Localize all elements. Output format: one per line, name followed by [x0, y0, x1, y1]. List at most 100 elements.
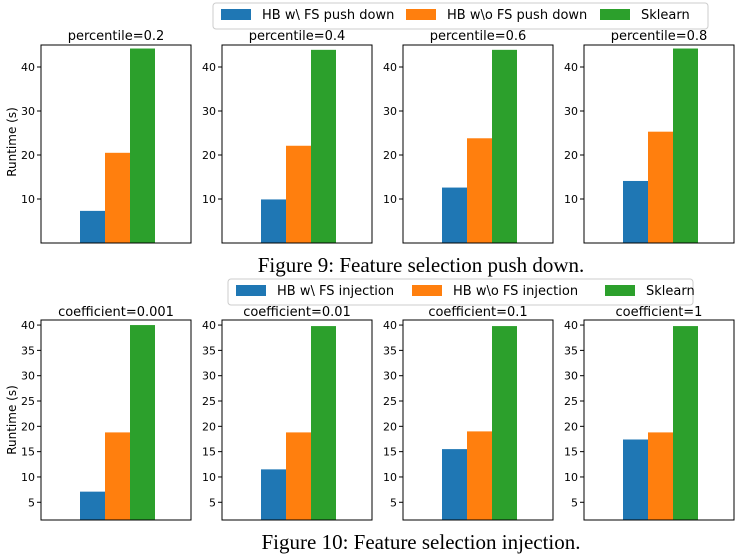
- chart-panel: coefficient=0.01 5 10 15 20 25 30 35 40: [202, 305, 373, 521]
- bar-1: [442, 449, 467, 520]
- bar-2: [286, 145, 311, 243]
- y-tick-label: 40: [383, 319, 397, 332]
- y-axis-label-top: Runtime (s): [5, 107, 19, 177]
- panel-frame: [221, 319, 373, 521]
- y-tick-label: 25: [202, 395, 216, 408]
- chart-panel: percentile=0.8 10 20 30 40: [564, 29, 735, 244]
- panel-title: coefficient=0.01: [243, 305, 351, 320]
- legend-frame: [227, 278, 694, 306]
- panel-frame: [583, 319, 735, 521]
- bar-1: [261, 199, 286, 243]
- y-tick-label: 20: [202, 149, 216, 162]
- y-tick-label: 15: [564, 446, 578, 459]
- chart-panel: coefficient=1 5 10 15 20 25 30 35 40: [564, 305, 735, 521]
- chart-panel: coefficient=0.001 5 10 15 20 25 30 35 40: [21, 305, 192, 521]
- chart-panel: percentile=0.6 10 20 30 40: [383, 29, 554, 244]
- bar-1: [623, 180, 648, 243]
- y-tick-label: 35: [383, 344, 397, 357]
- y-tick-label: 20: [564, 149, 578, 162]
- panel-title: coefficient=0.1: [428, 305, 527, 320]
- y-tick-label: 30: [383, 370, 397, 383]
- y-tick-label: 35: [21, 344, 35, 357]
- y-tick-label: 15: [202, 446, 216, 459]
- legend-swatch-2: [406, 9, 436, 20]
- y-tick-label: 15: [21, 446, 35, 459]
- bar-2: [105, 152, 130, 243]
- y-tick-label: 10: [21, 193, 35, 206]
- y-tick-label: 20: [21, 420, 35, 433]
- y-tick-label: 5: [390, 496, 397, 509]
- panel-frame: [402, 44, 554, 244]
- panel-title: coefficient=1: [616, 305, 703, 320]
- bar-3: [130, 48, 155, 243]
- y-tick-label: 25: [564, 395, 578, 408]
- bar-2: [286, 432, 311, 520]
- legend-bottom: HB w\ FS injection HB w\o FS injection S…: [227, 278, 695, 306]
- y-tick-label: 40: [383, 61, 397, 74]
- bar-2: [105, 432, 130, 520]
- bar-3: [673, 48, 698, 243]
- legend-label-2: HB w\o FS injection: [453, 284, 578, 299]
- y-tick-label: 5: [209, 496, 216, 509]
- y-tick-label: 30: [21, 105, 35, 118]
- y-tick-label: 10: [202, 193, 216, 206]
- legend-swatch-3: [600, 9, 630, 20]
- bar-3: [311, 49, 336, 244]
- bar-1: [442, 187, 467, 243]
- panel-title: percentile=0.8: [611, 29, 708, 44]
- chart-panel: percentile=0.2 10 20 30 40: [21, 29, 192, 244]
- y-tick-label: 20: [383, 420, 397, 433]
- y-tick-label: 5: [571, 496, 578, 509]
- bar-3: [492, 326, 517, 520]
- chart-panel: coefficient=0.1 5 10 15 20 25 30 35 40: [383, 305, 554, 521]
- legend-swatch-1: [221, 9, 251, 20]
- bar-3: [673, 326, 698, 520]
- legend-top: HB w\ FS push down HB w\o FS push down S…: [212, 2, 709, 30]
- y-tick-label: 30: [564, 105, 578, 118]
- panel-title: percentile=0.2: [68, 29, 165, 44]
- y-tick-label: 20: [21, 149, 35, 162]
- panel-title: coefficient=0.001: [58, 305, 174, 320]
- y-tick-label: 40: [21, 319, 35, 332]
- legend-label-1: HB w\ FS push down: [262, 8, 394, 23]
- figure-caption-bottom: Figure 10: Feature selection injection.: [262, 530, 581, 554]
- bar-2: [467, 138, 492, 243]
- legend-label-2: HB w\o FS push down: [447, 8, 587, 23]
- panel-frame: [40, 44, 192, 244]
- y-tick-label: 30: [564, 370, 578, 383]
- chart-panels: percentile=0.2 10 20 30 40 percentile=0.4 10 20…: [21, 29, 735, 521]
- y-tick-label: 40: [564, 61, 578, 74]
- y-tick-label: 30: [202, 370, 216, 383]
- panel-frame: [221, 44, 373, 244]
- y-tick-label: 30: [21, 370, 35, 383]
- legend-frame: [212, 2, 709, 30]
- panel-frame: [40, 319, 192, 521]
- legend-swatch-2: [412, 285, 442, 296]
- bar-3: [311, 326, 336, 520]
- y-tick-label: 20: [564, 420, 578, 433]
- y-tick-label: 15: [383, 446, 397, 459]
- panel-title: percentile=0.6: [430, 29, 527, 44]
- y-tick-label: 25: [21, 395, 35, 408]
- y-tick-label: 40: [202, 319, 216, 332]
- y-tick-label: 10: [564, 193, 578, 206]
- legend-swatch-3: [605, 285, 635, 296]
- y-tick-label: 10: [383, 471, 397, 484]
- legend-label-1: HB w\ FS injection: [277, 284, 394, 299]
- panel-frame: [402, 319, 554, 521]
- bar-1: [261, 469, 286, 520]
- y-tick-label: 30: [202, 105, 216, 118]
- y-tick-label: 40: [21, 61, 35, 74]
- bar-1: [623, 439, 648, 520]
- y-tick-label: 40: [564, 319, 578, 332]
- y-tick-label: 30: [383, 105, 397, 118]
- legend-label-3: Sklearn: [641, 8, 690, 23]
- y-tick-label: 5: [28, 496, 35, 509]
- y-tick-label: 35: [202, 344, 216, 357]
- y-tick-label: 10: [564, 471, 578, 484]
- bar-2: [648, 432, 673, 520]
- panel-frame: [583, 44, 735, 244]
- bar-3: [492, 49, 517, 244]
- legend-label-3: Sklearn: [646, 284, 695, 299]
